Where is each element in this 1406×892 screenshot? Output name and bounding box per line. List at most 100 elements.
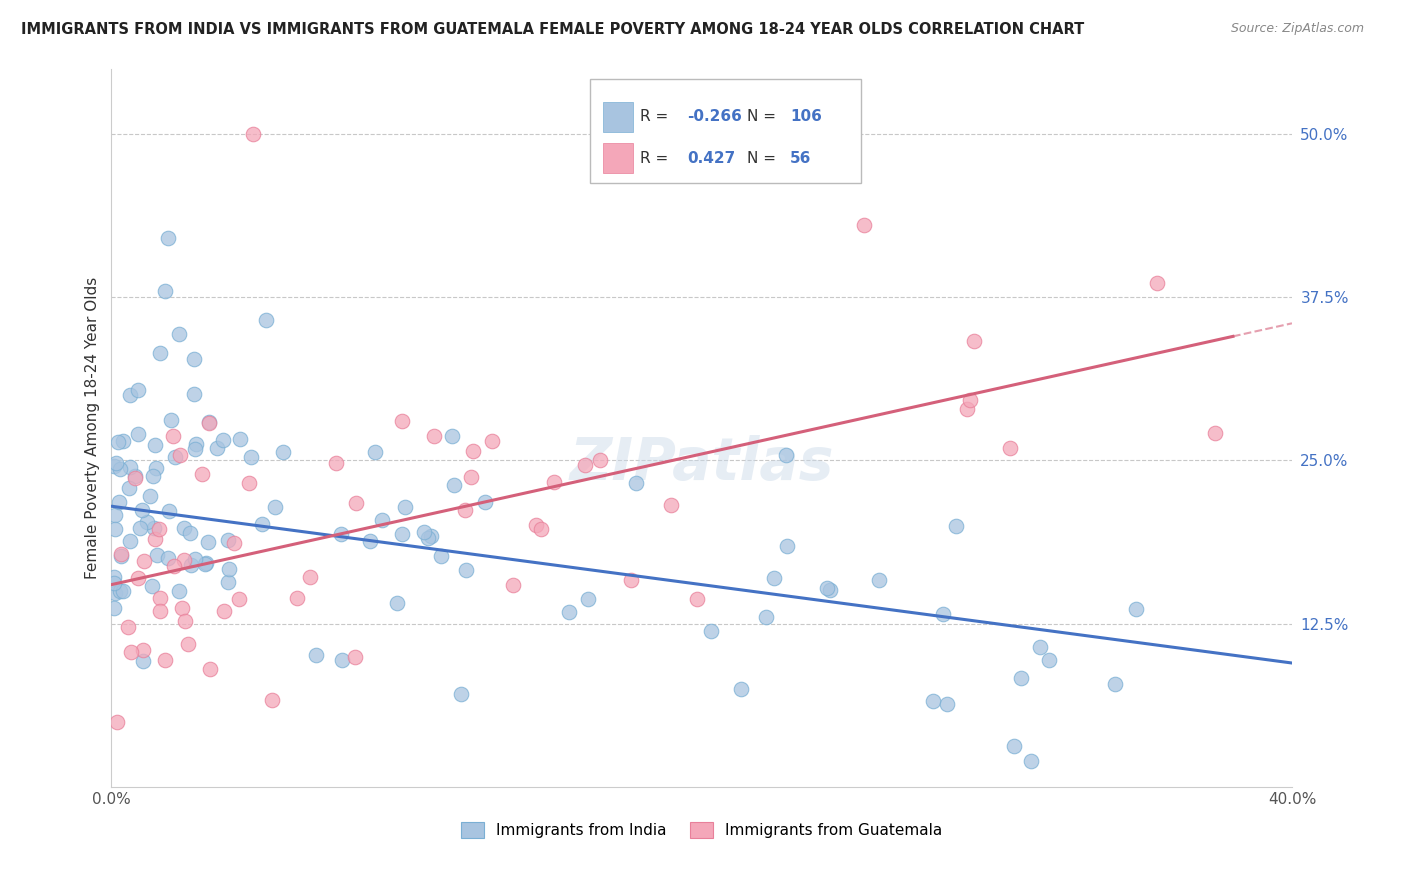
Point (263, 500, 285, 514)
Point (1038, 653, 1060, 667)
Point (921, 694, 943, 708)
Point (229, 432, 252, 446)
Point (853, 219, 876, 233)
Point (179, 526, 201, 541)
Point (776, 540, 799, 554)
Point (818, 583, 841, 598)
Point (132, 643, 155, 657)
Point (129, 521, 152, 535)
Point (108, 583, 131, 598)
Point (148, 522, 170, 536)
Point (184, 442, 207, 456)
Point (149, 605, 172, 619)
Point (558, 605, 581, 619)
Point (686, 591, 709, 606)
Point (1125, 601, 1147, 615)
FancyBboxPatch shape (603, 102, 633, 132)
Point (1146, 276, 1168, 290)
Point (441, 428, 464, 442)
Point (574, 458, 596, 472)
Point (868, 573, 890, 587)
Point (416, 531, 439, 545)
Point (165, 450, 187, 465)
Point (285, 591, 308, 605)
Point (167, 584, 190, 599)
Point (105, 714, 128, 729)
Point (120, 645, 142, 659)
Point (118, 481, 141, 495)
Point (143, 438, 166, 452)
Point (624, 475, 647, 490)
Point (330, 526, 353, 541)
Point (460, 470, 482, 484)
Point (173, 521, 195, 535)
Point (1002, 739, 1025, 753)
Point (343, 650, 366, 665)
Point (207, 441, 229, 455)
Point (149, 346, 172, 360)
Point (217, 575, 239, 590)
Point (963, 334, 986, 348)
Point (755, 609, 778, 624)
Point (730, 681, 752, 696)
Point (135, 515, 157, 529)
Point (238, 475, 260, 490)
Point (543, 475, 565, 489)
Point (454, 503, 477, 517)
Point (191, 467, 214, 482)
Point (242, 127, 264, 141)
Point (412, 525, 434, 540)
Point (524, 518, 547, 533)
Point (194, 557, 217, 571)
Point (173, 553, 195, 567)
Point (142, 468, 165, 483)
Point (124, 471, 146, 485)
Point (198, 662, 221, 676)
Text: IMMIGRANTS FROM INDIA VS IMMIGRANTS FROM GUATEMALA FEMALE POVERTY AMONG 18-24 YE: IMMIGRANTS FROM INDIA VS IMMIGRANTS FROM… (21, 22, 1084, 37)
Point (127, 383, 149, 397)
Point (228, 592, 250, 607)
Point (443, 477, 465, 491)
Point (474, 495, 496, 509)
Point (305, 648, 328, 663)
Point (104, 522, 127, 536)
Point (420, 529, 443, 543)
Point (260, 692, 283, 706)
Point (108, 494, 131, 508)
Point (198, 416, 221, 430)
Point (198, 415, 221, 429)
Point (620, 573, 643, 587)
Point (391, 527, 413, 541)
Text: ZIPatlas: ZIPatlas (569, 435, 834, 492)
Point (218, 562, 240, 576)
Point (212, 604, 235, 618)
Point (530, 522, 553, 536)
Point (118, 533, 141, 548)
Point (118, 388, 141, 402)
Point (450, 687, 472, 701)
Point (160, 413, 183, 427)
Point (103, 570, 125, 584)
Point (359, 534, 381, 549)
Text: -0.266: -0.266 (688, 110, 742, 124)
Point (156, 551, 179, 566)
Point (217, 533, 239, 548)
Point (157, 504, 180, 518)
Text: 56: 56 (790, 151, 811, 166)
Point (254, 313, 277, 327)
Point (173, 614, 195, 628)
Point (155, 284, 177, 298)
Text: N =: N = (747, 151, 780, 166)
Text: N =: N = (747, 110, 780, 124)
Point (124, 468, 146, 483)
Point (167, 326, 190, 341)
Point (1104, 676, 1126, 690)
Point (127, 426, 149, 441)
Point (240, 450, 263, 465)
Point (325, 456, 347, 470)
Point (222, 536, 245, 550)
Point (104, 508, 127, 523)
Point (385, 596, 408, 610)
Point (162, 429, 184, 443)
Point (775, 448, 797, 462)
